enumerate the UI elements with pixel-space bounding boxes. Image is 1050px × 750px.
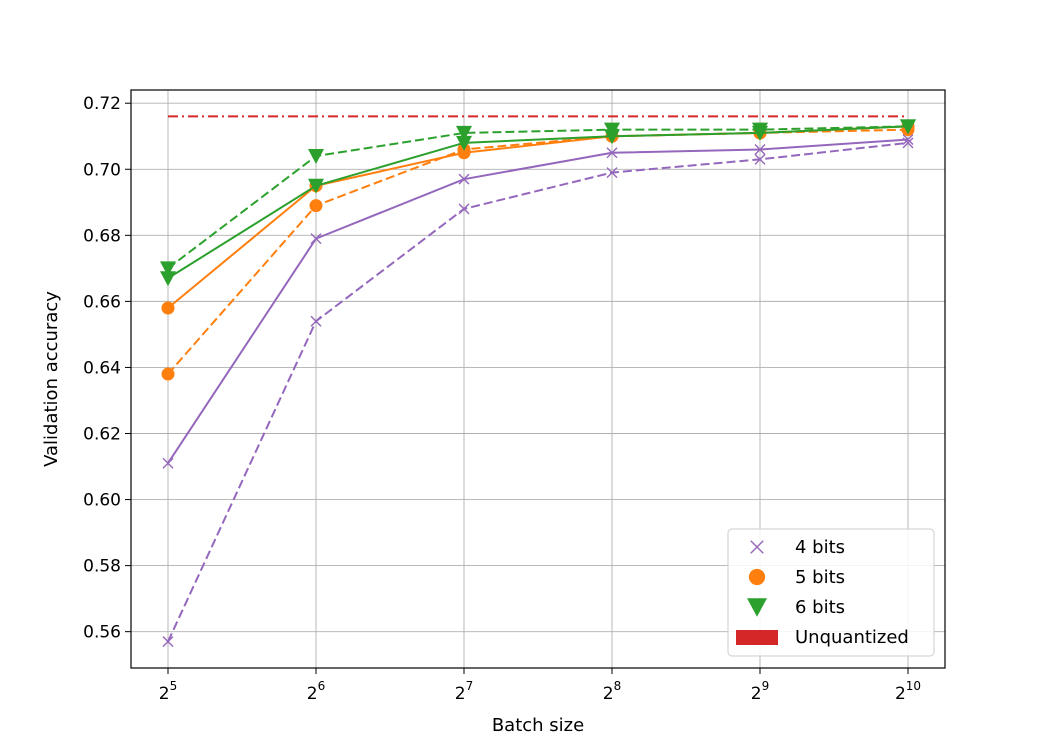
- data-point-x-marker: [310, 315, 322, 327]
- series-line: [167, 141, 909, 642]
- y-axis-title: Validation accuracy: [41, 291, 62, 467]
- series-line: [167, 125, 909, 270]
- legend: 4 bits 5 bits 6 bits Unquantized: [727, 528, 935, 657]
- legend-label: 5 bits: [795, 567, 845, 588]
- x-axis: 25 26 27 28 29 210: [159, 668, 921, 704]
- data-point-x-marker: [458, 173, 470, 185]
- series-5-bits-dashed: [161, 123, 915, 381]
- series-line: [167, 138, 909, 464]
- data-point-x-marker: [310, 233, 322, 245]
- y-tick-label: 0.66: [83, 292, 121, 312]
- x-axis-title: Batch size: [492, 715, 584, 736]
- x-tick-label: 27: [455, 679, 473, 704]
- data-point-circle-marker: [161, 367, 175, 381]
- x-tick-label: 29: [751, 679, 769, 704]
- legend-item: 4 bits: [750, 537, 845, 558]
- data-point-triangle-marker: [456, 135, 472, 151]
- data-point-x-marker: [606, 167, 618, 179]
- data-point-triangle-marker: [900, 119, 916, 135]
- data-point-triangle-marker: [752, 122, 768, 138]
- y-tick-label: 0.58: [83, 557, 121, 577]
- data-point-triangle-marker: [160, 261, 176, 277]
- series-5-bits-solid: [161, 119, 915, 315]
- series-line: [167, 125, 909, 309]
- data-point-x-marker: [162, 457, 174, 469]
- data-point-x-marker: [606, 147, 618, 159]
- legend-label: 4 bits: [795, 537, 845, 558]
- data-point-triangle-marker: [456, 125, 472, 141]
- data-point-x-marker: [162, 636, 174, 648]
- y-tick-label: 0.68: [83, 226, 121, 246]
- y-tick-label: 0.64: [83, 358, 121, 378]
- data-point-x-marker: [754, 143, 766, 155]
- series-4-bits-dashed: [162, 137, 914, 648]
- y-tick-label: 0.60: [83, 491, 121, 511]
- legend-item: 6 bits: [747, 597, 845, 618]
- legend-label: 6 bits: [795, 597, 845, 618]
- legend-item: Unquantized: [736, 627, 909, 648]
- data-point-triangle-marker: [160, 271, 176, 287]
- data-point-x-marker: [902, 137, 914, 149]
- y-tick-label: 0.56: [83, 623, 121, 643]
- data-point-circle-marker: [748, 568, 766, 586]
- y-tick-label: 0.62: [83, 424, 121, 444]
- data-point-circle-marker: [161, 301, 175, 315]
- y-tick-label: 0.70: [83, 160, 121, 180]
- x-tick-label: 210: [895, 679, 921, 704]
- data-point-x-marker: [754, 153, 766, 165]
- legend-label: Unquantized: [795, 627, 909, 648]
- x-tick-label: 25: [159, 679, 177, 704]
- series-layer: [160, 115, 916, 648]
- legend-frame: [727, 528, 935, 657]
- plot-frame: [130, 89, 946, 669]
- series-line: [167, 125, 909, 280]
- grid: [131, 90, 945, 668]
- series-4-bits-solid: [162, 134, 914, 469]
- data-point-triangle-marker: [747, 598, 767, 617]
- data-point-x-marker: [458, 203, 470, 215]
- series-6-bits-dashed: [160, 119, 916, 277]
- legend-item: 5 bits: [748, 567, 845, 588]
- x-tick-label: 26: [307, 679, 325, 704]
- y-axis: 0.56 0.58 0.60 0.62 0.64 0.66 0.68 0.70 0.72: [83, 94, 131, 643]
- data-point-triangle-marker: [308, 149, 324, 165]
- data-point-x-marker: [902, 134, 914, 146]
- legend-items: 4 bits 5 bits 6 bits Unquantized: [736, 537, 909, 648]
- legend-swatch: [736, 630, 778, 645]
- data-point-triangle-marker: [604, 122, 620, 138]
- data-point-x-marker: [750, 540, 764, 554]
- x-tick-label: 28: [603, 679, 621, 704]
- data-point-triangle-marker: [308, 178, 324, 194]
- y-tick-label: 0.72: [83, 94, 121, 114]
- data-point-circle-marker: [309, 199, 323, 213]
